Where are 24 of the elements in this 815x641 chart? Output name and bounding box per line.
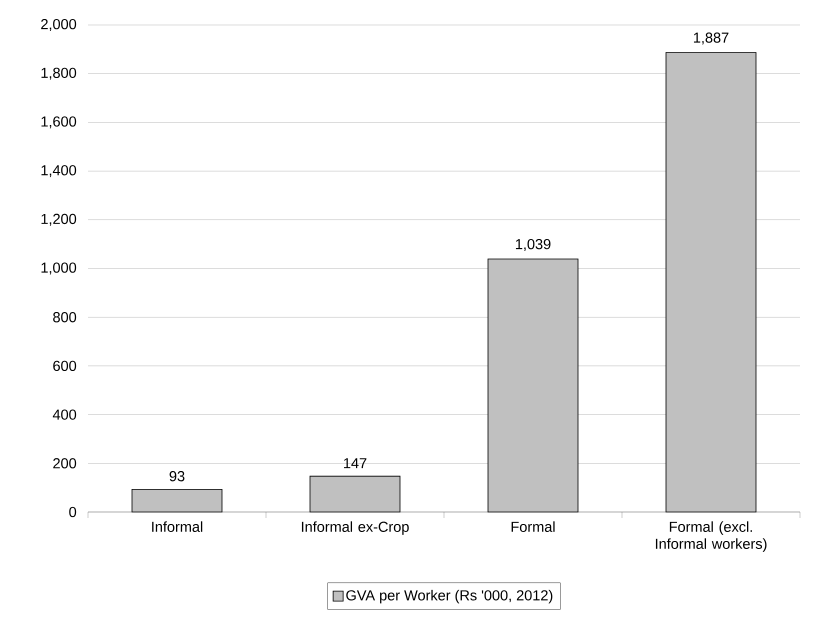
- y-tick-label: 1,800: [42, 68, 76, 80]
- y-tick-label: 800: [53, 312, 76, 322]
- y-tick-label: 1,400: [42, 165, 76, 178]
- y-tick-label: 400: [52, 409, 76, 420]
- data-label: 147: [344, 458, 366, 468]
- bar: [488, 258, 578, 512]
- y-tick-label: 1,600: [42, 116, 76, 128]
- bar: [310, 476, 400, 512]
- y-tick-label: 600: [53, 360, 76, 372]
- bar: [132, 488, 222, 512]
- x-tick-label: Informal: [152, 521, 202, 532]
- bar: [666, 52, 756, 512]
- y-tick-label: 1,200: [42, 214, 76, 226]
- data-label: 1,039: [516, 238, 550, 251]
- x-tick-label: Formal: [512, 521, 555, 532]
- data-label: 1,887: [694, 32, 728, 44]
- y-tick-label: 0: [69, 506, 76, 518]
- x-tick-label: Informal ex-Crop: [302, 521, 409, 535]
- data-label: 93: [170, 471, 184, 482]
- legend-label: GVA per Worker (Rs '000, 2012): [346, 590, 552, 604]
- y-tick-label: 1,000: [42, 262, 76, 274]
- x-tick-label: Formal (excl. Informal workers): [656, 521, 766, 552]
- y-tick-label: 200: [53, 458, 76, 468]
- y-tick-label: 2,000: [41, 19, 76, 31]
